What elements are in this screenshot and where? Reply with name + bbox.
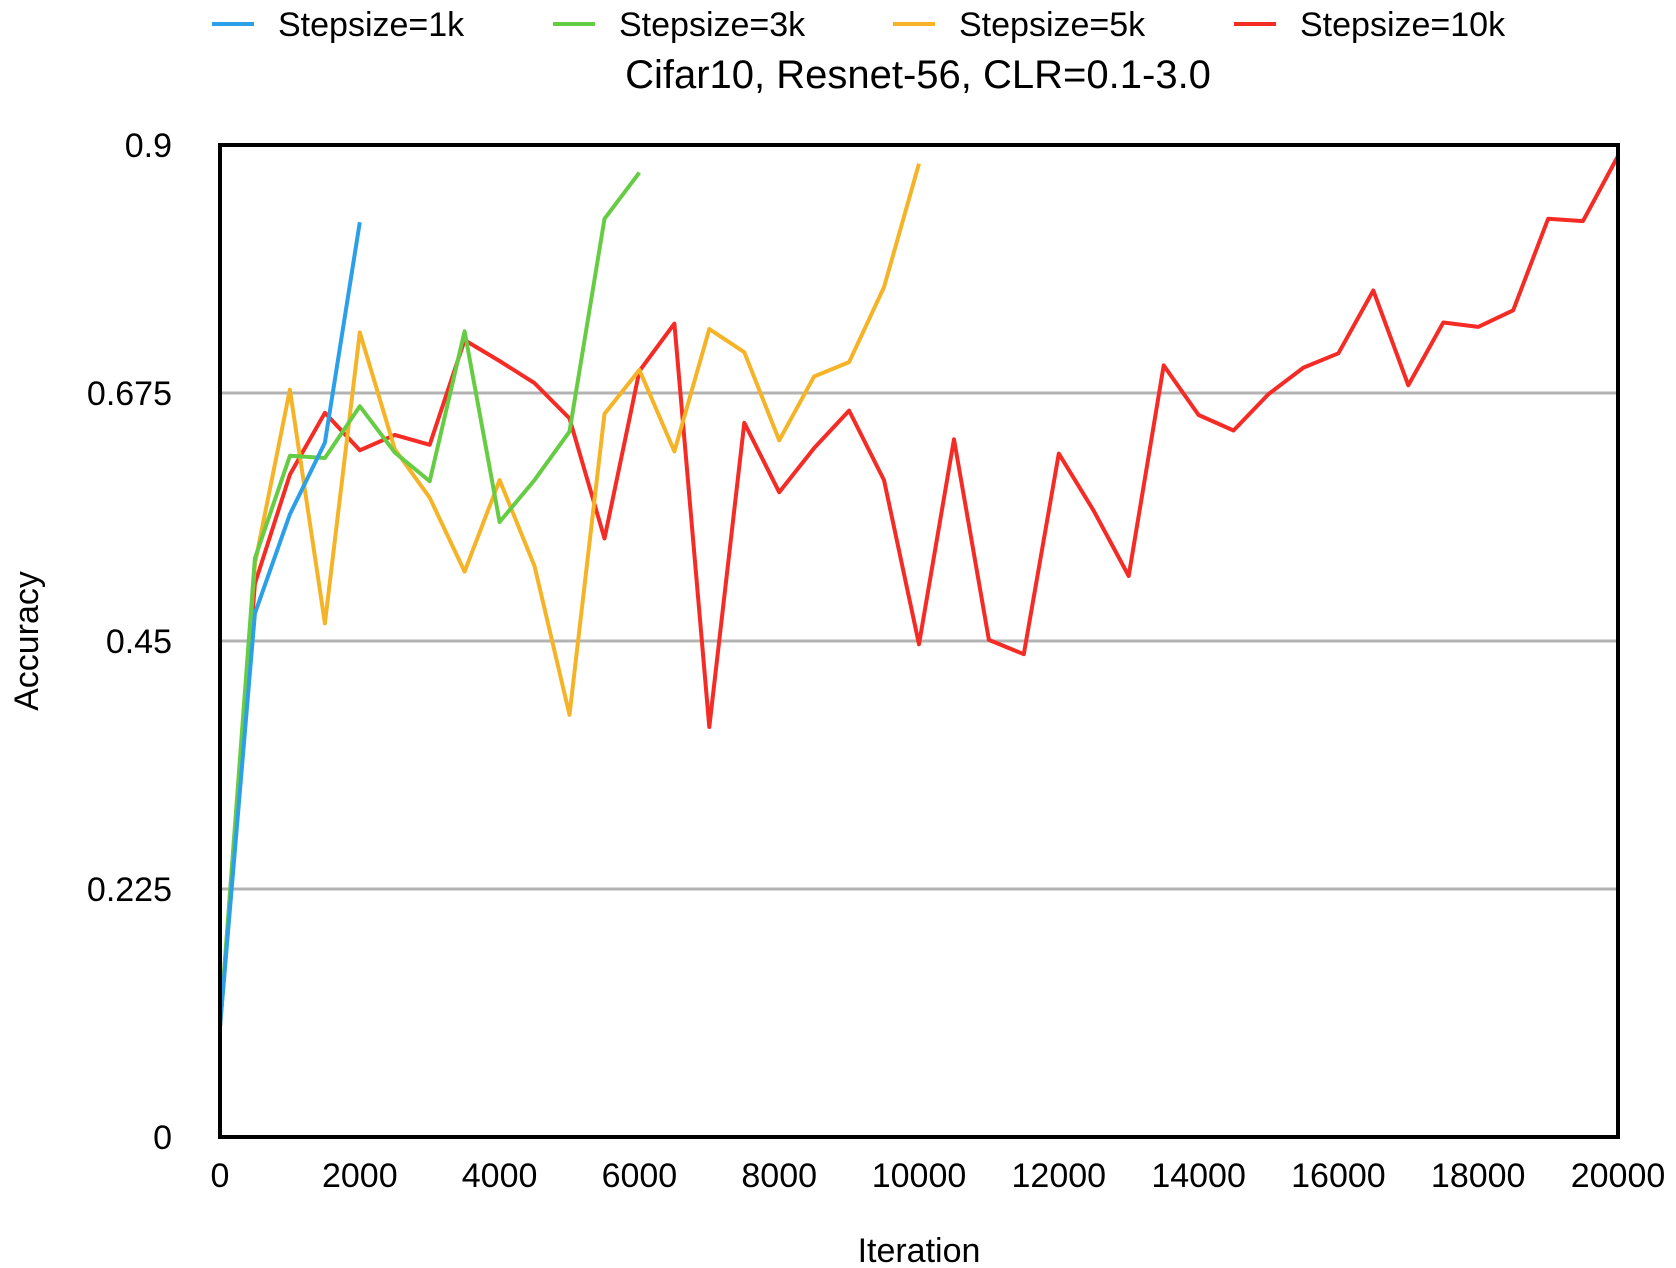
- x-axis: 0 2000 4000 6000 8000 10000 12000 14000 16000 180…: [211, 1157, 1666, 1195]
- x-tick-label: 8000: [741, 1157, 817, 1195]
- x-tick-label: 4000: [462, 1157, 538, 1195]
- series-line: [218, 221, 362, 1027]
- y-tick-label: 0: [153, 1119, 172, 1157]
- y-tick-label: 0.9: [125, 127, 172, 165]
- y-tick-label: 0.45: [106, 623, 172, 661]
- x-tick-label: 18000: [1431, 1157, 1526, 1195]
- x-tick-label: 6000: [602, 1157, 678, 1195]
- x-tick-label: 20000: [1571, 1157, 1666, 1195]
- legend-label: Stepsize=5k: [959, 6, 1146, 44]
- plot-frame: [218, 143, 1620, 1139]
- y-axis-title: Accuracy: [8, 571, 46, 711]
- x-tick-label: 0: [211, 1157, 230, 1195]
- legend: Stepsize=1k Stepsize=3k Stepsize=5k Stepsiz…: [212, 6, 1506, 44]
- x-tick-label: 12000: [1012, 1157, 1107, 1195]
- series-line: [218, 171, 641, 1027]
- x-tick-label: 2000: [322, 1157, 398, 1195]
- series-line: [218, 163, 921, 1027]
- legend-label: Stepsize=1k: [278, 6, 465, 44]
- x-tick-label: 10000: [872, 1157, 967, 1195]
- x-tick-label: 16000: [1291, 1157, 1386, 1195]
- series-group: [218, 155, 1620, 1027]
- chart-title: Cifar10, Resnet-56, CLR=0.1-3.0: [625, 53, 1211, 97]
- x-tick-label: 14000: [1151, 1157, 1246, 1195]
- legend-label: Stepsize=3k: [619, 6, 806, 44]
- legend-label: Stepsize=10k: [1300, 6, 1506, 44]
- x-axis-title: Iteration: [858, 1232, 981, 1268]
- series-line: [218, 155, 1620, 1027]
- y-axis: 0 0.225 0.45 0.675 0.9: [87, 127, 172, 1157]
- y-tick-label: 0.225: [87, 871, 172, 909]
- y-tick-label: 0.675: [87, 375, 172, 413]
